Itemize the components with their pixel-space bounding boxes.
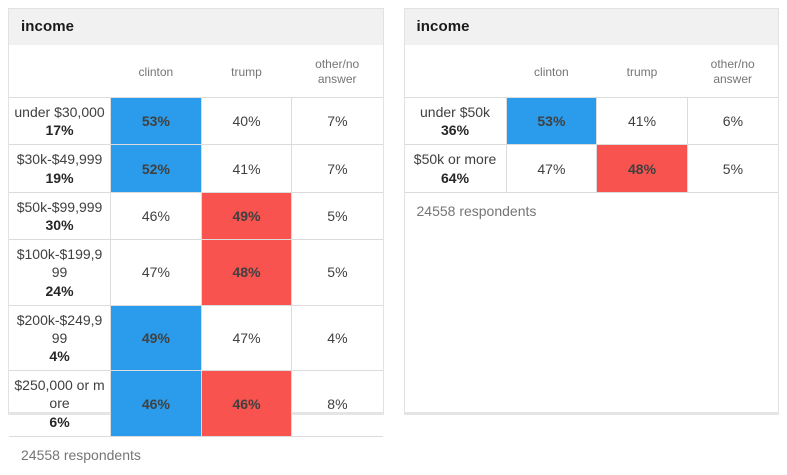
result-cell: 49% (110, 304, 202, 372)
header-row: clinton trump other/no answer (405, 45, 779, 98)
result-cell: 47% (505, 144, 598, 192)
row-label: under $50k 36% (404, 96, 507, 146)
result-cell: 47% (200, 304, 293, 372)
column-header: other/no answer (710, 57, 755, 86)
row-label: under $30,000 17% (9, 96, 112, 146)
column-header: trump (626, 64, 658, 79)
card-title: income (404, 9, 778, 45)
income-range: $50k-$99,999 (16, 198, 103, 215)
income-range: $250,000 or more (14, 377, 105, 412)
poll-table: clinton trump other/no answer under $30,… (9, 45, 383, 436)
table-row: under $30,000 17% 53% 40% 7% (9, 96, 383, 146)
table-row: $30k-$49,999 19% 52% 41% 7% (9, 144, 383, 193)
electorate-share: 4% (49, 348, 70, 365)
column-header: trump (231, 64, 262, 79)
result-cell: 46% (110, 370, 202, 436)
result-cell: 5% (686, 144, 778, 192)
result-cell: 5% (291, 191, 383, 241)
row-label: $30k-$49,999 19% (9, 144, 112, 193)
electorate-share: 36% (441, 122, 470, 139)
table-body: under $50k 36% 53% 41% 6% $50k or more 64% 47% 4… (404, 96, 778, 192)
result-cell: 8% (291, 370, 383, 436)
result-cell: 6% (686, 96, 778, 146)
table-row: $250,000 or more 6% 46% 46% 8% (9, 370, 383, 436)
header-row: clinton trump other/no answer (9, 45, 383, 98)
row-label: $200k-$249,999 4% (9, 304, 112, 372)
table-body: under $30,000 17% 53% 40% 7% $30k-$49,999 19% 5… (9, 96, 383, 436)
card-title: income (9, 9, 383, 45)
income-range: $100k-$199,999 (16, 246, 103, 281)
table-row: $100k-$199,999 24% 47% 48% 5% (9, 239, 383, 306)
result-cell: 53% (505, 96, 598, 146)
row-label: $50k-$99,999 30% (9, 191, 112, 241)
result-cell: 46% (110, 191, 202, 241)
result-cell: 5% (291, 239, 383, 306)
row-label: $100k-$199,999 24% (9, 239, 112, 306)
table-row: $200k-$249,999 4% 49% 47% 4% (9, 304, 383, 372)
result-cell: 46% (200, 370, 293, 436)
result-cell: 7% (291, 96, 383, 146)
result-cell: 49% (200, 191, 293, 241)
electorate-share: 64% (441, 169, 470, 186)
poll-table: clinton trump other/no answer under $50k… (404, 45, 779, 192)
electorate-share: 17% (45, 122, 74, 139)
column-header: other/no answer (315, 57, 360, 86)
result-cell: 4% (291, 304, 383, 372)
result-cell: 41% (596, 96, 688, 146)
electorate-share: 19% (45, 169, 74, 186)
result-cell: 48% (596, 144, 688, 192)
label-column-header (405, 45, 507, 98)
row-label: $250,000 or more 6% (9, 370, 112, 436)
result-cell: 40% (200, 96, 293, 146)
table-row: $50k or more 64% 47% 48% 5% (404, 144, 778, 192)
income-range: $30k-$49,999 (16, 151, 103, 168)
electorate-share: 6% (49, 413, 70, 430)
result-cell: 41% (200, 144, 293, 193)
row-label: $50k or more 64% (404, 144, 507, 192)
income-range: under $50k (420, 104, 491, 120)
result-cell: 47% (110, 239, 202, 306)
table-row: $50k-$99,999 30% 46% 49% 5% (9, 191, 383, 241)
income-range: $50k or more (413, 151, 497, 168)
income-range: under $30,000 (14, 104, 105, 120)
table-row: under $50k 36% 53% 41% 6% (404, 96, 778, 146)
electorate-share: 24% (45, 282, 74, 299)
result-cell: 53% (110, 96, 202, 146)
exit-poll-card: income clinton trump other/no answer und… (403, 8, 779, 415)
income-range: $200k-$249,999 (16, 311, 103, 346)
result-cell: 7% (291, 144, 383, 193)
respondents-note: 24558 respondents (9, 435, 383, 475)
result-cell: 48% (200, 239, 293, 306)
result-cell: 52% (110, 144, 202, 193)
column-header: clinton (138, 64, 174, 79)
label-column-header (9, 45, 111, 98)
respondents-note: 24558 respondents (404, 191, 778, 231)
electorate-share: 30% (45, 216, 74, 233)
exit-poll-card: income clinton trump other/no answer und… (8, 8, 384, 463)
column-header: clinton (534, 64, 569, 79)
exit-poll-panels: income clinton trump other/no answer und… (8, 8, 779, 463)
